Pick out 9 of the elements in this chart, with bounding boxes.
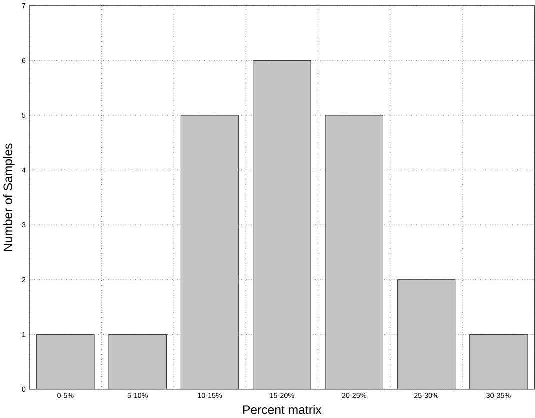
bar (470, 334, 528, 390)
bar (36, 334, 95, 390)
bar (325, 116, 384, 390)
bar (398, 280, 456, 390)
bar (253, 60, 312, 390)
bar (181, 116, 239, 390)
y-axis-title: Number of Samples (3, 144, 15, 252)
bar (108, 334, 167, 390)
x-axis-title: Percent matrix (243, 405, 322, 414)
